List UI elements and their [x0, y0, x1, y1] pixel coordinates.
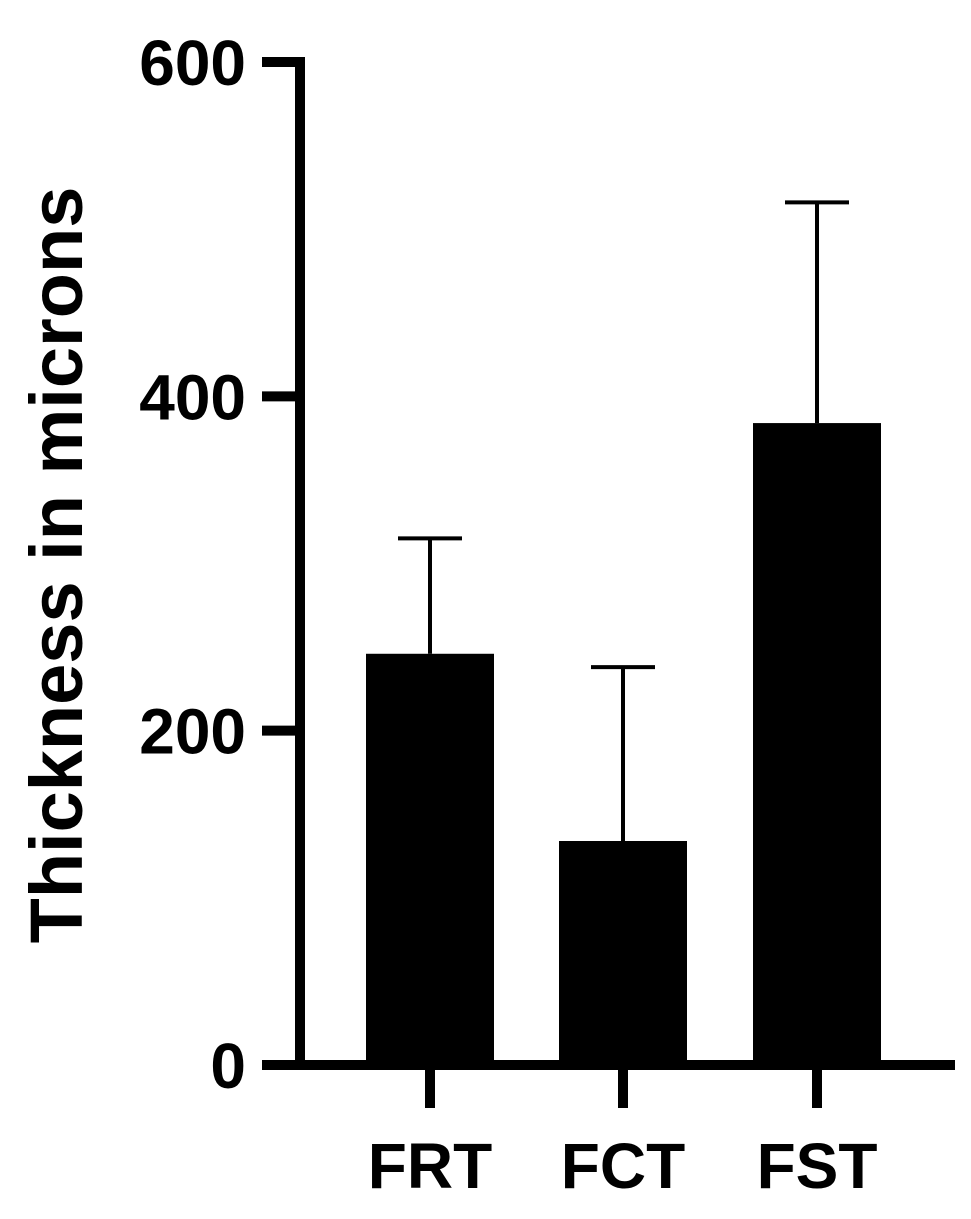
y-tick-label-200: 200	[139, 696, 246, 768]
y-tick-label-600: 600	[139, 27, 246, 99]
error-bars-layer	[398, 200, 849, 841]
x-tick-label-fct: FCT	[561, 1130, 685, 1202]
bar-fct	[559, 840, 687, 1065]
y-tick-label-400: 400	[139, 361, 246, 433]
y-tick-label-0: 0	[210, 1030, 246, 1102]
bars-layer	[366, 423, 881, 1066]
x-tick-label-fst: FST	[757, 1130, 878, 1202]
x-ticks-layer: FRT FCT FST	[368, 1065, 878, 1202]
x-tick-label-frt: FRT	[368, 1130, 492, 1202]
y-axis-title: Thickness in microns	[15, 187, 98, 944]
y-ticks-layer: 0 200 400 600	[139, 27, 300, 1102]
bar-fst	[753, 423, 881, 1066]
bar-frt	[366, 653, 494, 1065]
